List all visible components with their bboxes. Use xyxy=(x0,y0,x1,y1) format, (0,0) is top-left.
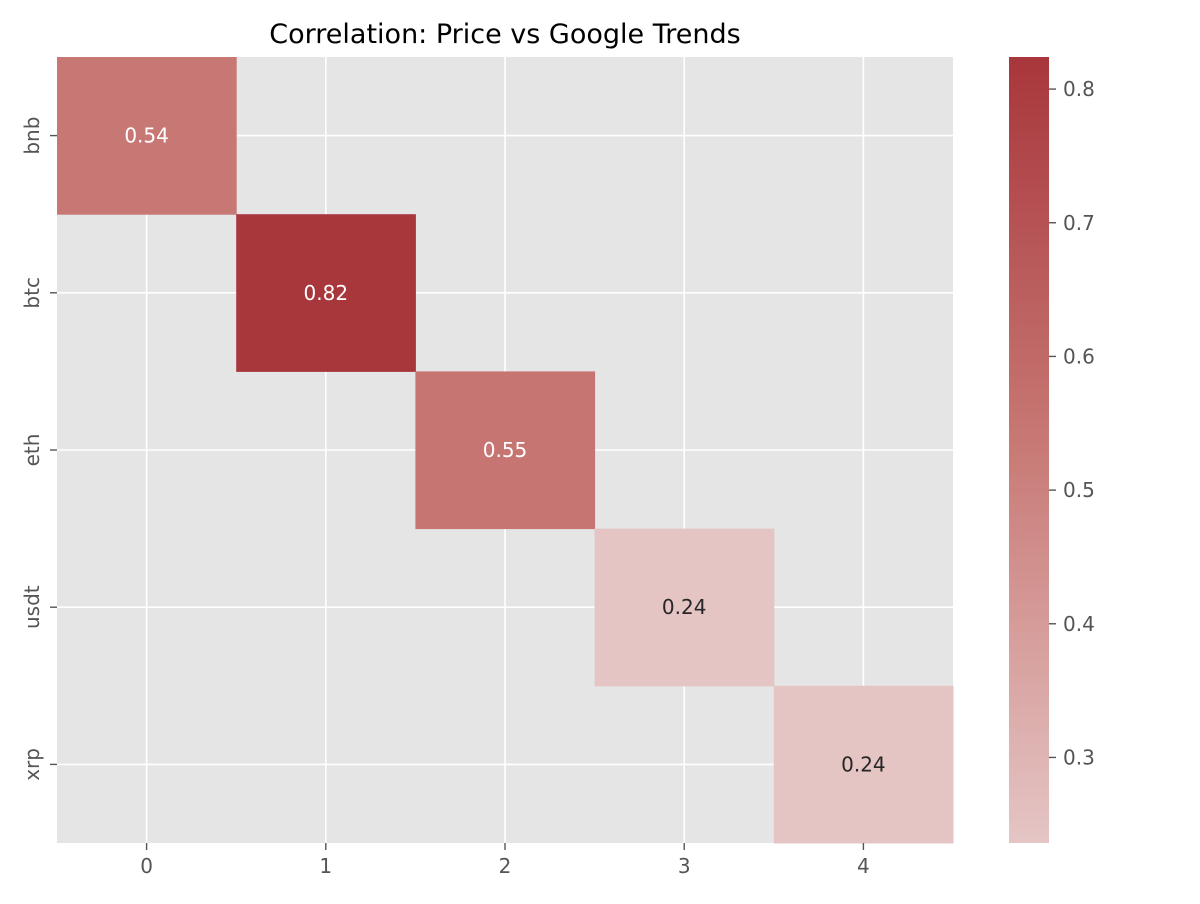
heatmap-cell xyxy=(236,214,416,372)
colorbar-tick-label: 0.3 xyxy=(1063,745,1095,769)
x-tick-label: 0 xyxy=(140,854,153,878)
x-tick-label: 2 xyxy=(499,854,512,878)
colorbar: 0.3 0.4 0.5 0.6 0.7 0.8 xyxy=(1009,57,1095,843)
y-tick-label: xrp xyxy=(20,748,44,781)
colorbar-tick-label: 0.5 xyxy=(1063,478,1095,502)
y-tick-label: bnb xyxy=(20,117,44,155)
x-tick-label: 3 xyxy=(678,854,691,878)
heatmap-cell xyxy=(594,528,775,687)
colorbar-tick-label: 0.7 xyxy=(1063,211,1095,235)
heatmap-cell xyxy=(773,685,954,844)
cell-value-label: 0.24 xyxy=(841,752,886,776)
y-tick-label: eth xyxy=(20,434,44,467)
x-tick-label: 1 xyxy=(319,854,332,878)
cell-value-label: 0.54 xyxy=(124,124,169,148)
cell-value-label: 0.24 xyxy=(662,595,707,619)
colorbar-tick-label: 0.4 xyxy=(1063,612,1095,636)
cell-annotations: 0.54 0.82 0.55 0.24 0.24 xyxy=(124,124,885,777)
y-axis: bnb btc eth usdt xrp xyxy=(20,117,57,781)
heatmap-cells xyxy=(57,57,954,844)
chart-title: Correlation: Price vs Google Trends xyxy=(269,19,740,50)
colorbar-tick-label: 0.8 xyxy=(1063,77,1095,101)
heatmap-cell xyxy=(57,57,237,215)
cell-value-label: 0.82 xyxy=(304,281,349,305)
colorbar-tick-label: 0.6 xyxy=(1063,344,1095,368)
heatmap-cell xyxy=(415,371,596,530)
cell-value-label: 0.55 xyxy=(483,438,528,462)
x-tick-label: 4 xyxy=(857,854,870,878)
x-axis: 0 1 2 3 4 xyxy=(140,843,870,878)
colorbar-gradient xyxy=(1009,57,1049,843)
y-tick-label: btc xyxy=(20,277,44,309)
y-tick-label: usdt xyxy=(20,585,44,629)
